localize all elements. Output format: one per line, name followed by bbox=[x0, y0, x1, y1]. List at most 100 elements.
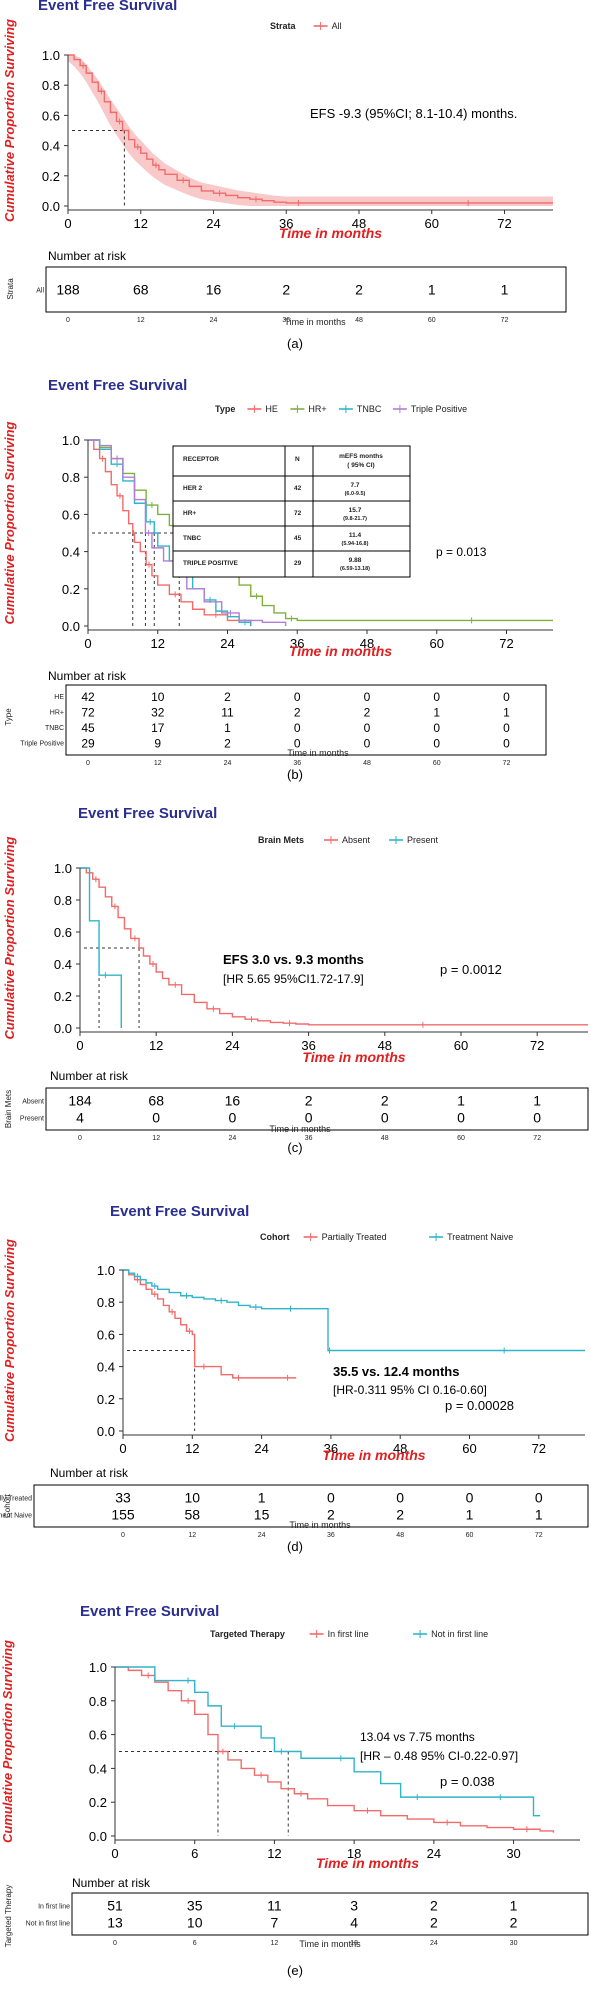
risk-count: 155 bbox=[111, 1506, 135, 1522]
legend-label-0: In first line bbox=[328, 1629, 369, 1639]
annotation-0: 13.04 vs 7.75 months bbox=[360, 1730, 475, 1744]
x-axis-title: Time in months bbox=[279, 225, 382, 241]
risk-x-tick-label: 0 bbox=[86, 760, 90, 767]
risk-table-heading: Number at risk bbox=[50, 1069, 129, 1083]
series-line-1 bbox=[123, 1269, 585, 1352]
series-line-1 bbox=[80, 867, 122, 1028]
risk-count: 16 bbox=[225, 1092, 241, 1108]
legend-title: Targeted Therapy bbox=[210, 1629, 285, 1639]
inset-cell-ci: (9.8-21.7) bbox=[343, 516, 367, 522]
risk-count: 2 bbox=[294, 705, 301, 719]
risk-x-tick-label: 24 bbox=[258, 1532, 266, 1539]
risk-x-axis-title: Time in months bbox=[289, 1520, 351, 1530]
panel-a: Event Free Survival Strata All Cumulative P… bbox=[2, 0, 567, 351]
risk-count: 15 bbox=[254, 1506, 270, 1522]
risk-table: Number at riskCohortPartially Treated331… bbox=[0, 1466, 589, 1539]
y-tick-label: 0.2 bbox=[54, 989, 72, 1004]
annotation-0: EFS 3.0 vs. 9.3 months bbox=[223, 952, 364, 967]
risk-x-tick-label: 24 bbox=[224, 760, 232, 767]
risk-x-tick-label: 36 bbox=[282, 317, 290, 324]
x-tick-label: 24 bbox=[206, 216, 220, 231]
x-tick-label: 48 bbox=[352, 216, 366, 231]
y-tick-label: 0.0 bbox=[42, 199, 60, 214]
x-tick-label: 72 bbox=[530, 1038, 544, 1053]
risk-count: 0 bbox=[396, 1489, 404, 1505]
risk-count: 0 bbox=[503, 736, 510, 750]
y-axis-title: Cumulative Proportion Surviving bbox=[2, 19, 17, 222]
inset-header-mefs: mEFS months bbox=[339, 453, 383, 460]
risk-x-axis-title: Time in months bbox=[284, 317, 346, 327]
risk-count: 29 bbox=[81, 736, 95, 750]
risk-count: 0 bbox=[364, 721, 371, 735]
x-tick-label: 48 bbox=[360, 636, 374, 651]
risk-x-tick-label: 36 bbox=[327, 1532, 335, 1539]
risk-count: 0 bbox=[364, 690, 371, 704]
y-tick-label: 0.0 bbox=[62, 619, 80, 634]
risk-count: 1 bbox=[535, 1506, 543, 1522]
risk-count: 2 bbox=[282, 281, 290, 297]
inset-cell-ci: (6.0-9.5) bbox=[345, 491, 366, 497]
y-axis-title: Cumulative Proportion Surviving bbox=[0, 1640, 15, 1843]
risk-count: 2 bbox=[305, 1092, 313, 1108]
x-tick-label: 24 bbox=[254, 1441, 268, 1456]
x-axis-title: Time in months bbox=[289, 643, 392, 659]
legend-label-0: HE bbox=[265, 404, 278, 414]
risk-x-tick-label: 6 bbox=[193, 1940, 197, 1947]
y-tick-label: 1.0 bbox=[89, 1660, 107, 1675]
risk-row-label: Present bbox=[20, 1115, 44, 1122]
y-tick-label: 0.8 bbox=[97, 1295, 115, 1310]
risk-table-frame bbox=[71, 1892, 589, 1936]
y-tick-label: 0.6 bbox=[54, 925, 72, 940]
y-axis-title: Cumulative Proportion Surviving bbox=[2, 421, 17, 624]
y-tick-label: 0.8 bbox=[54, 893, 72, 908]
x-tick-label: 36 bbox=[279, 216, 293, 231]
risk-x-tick-label: 48 bbox=[381, 1135, 389, 1142]
risk-x-tick-label: 18 bbox=[350, 1940, 358, 1947]
risk-count: 1 bbox=[533, 1092, 541, 1108]
risk-table: Number at risk Targeted Therapy In first l… bbox=[4, 1876, 589, 1949]
risk-count: 188 bbox=[56, 281, 80, 297]
risk-x-tick-label: 72 bbox=[503, 760, 511, 767]
risk-count: 1 bbox=[433, 705, 440, 719]
risk-row-label: Partially Treated bbox=[0, 1495, 32, 1502]
risk-row-label: Absent bbox=[22, 1098, 44, 1105]
inset-cell-median: 7.7 bbox=[350, 482, 359, 489]
y-tick-label: 1.0 bbox=[62, 433, 80, 448]
risk-table-frame bbox=[33, 1484, 589, 1528]
x-tick-label: 0 bbox=[111, 1846, 118, 1861]
legend-label-2: TNBC bbox=[357, 404, 382, 414]
risk-table: Number at risk Strata All 188 68 16 2 2 1 1 0 12 24 3… bbox=[6, 249, 567, 327]
risk-count: 0 bbox=[327, 1489, 335, 1505]
risk-x-tick-label: 12 bbox=[188, 1532, 196, 1539]
panel-caption: (e) bbox=[287, 1963, 303, 1978]
risk-count: 0 bbox=[294, 690, 301, 704]
risk-count: 1 bbox=[224, 721, 231, 735]
risk-table-axis-label: Type bbox=[4, 708, 13, 726]
x-tick-label: 72 bbox=[497, 216, 511, 231]
risk-count: 33 bbox=[115, 1489, 131, 1505]
risk-table-frame bbox=[45, 1087, 589, 1131]
risk-x-tick-label: 48 bbox=[363, 760, 371, 767]
x-tick-label: 6 bbox=[191, 1846, 198, 1861]
legend-label-0: All bbox=[332, 21, 342, 31]
x-tick-label: 60 bbox=[454, 1038, 468, 1053]
panel-caption: (d) bbox=[287, 1539, 303, 1554]
inset-table-frame bbox=[172, 445, 411, 578]
risk-x-tick-label: 12 bbox=[152, 1135, 160, 1142]
x-tick-label: 0 bbox=[119, 1441, 126, 1456]
inset-header-ci: ( 95% CI) bbox=[347, 462, 374, 469]
x-tick-label: 48 bbox=[378, 1038, 392, 1053]
risk-row-label: All bbox=[36, 287, 44, 294]
risk-x-tick-label: 72 bbox=[535, 1532, 543, 1539]
series-line-0 bbox=[88, 439, 252, 626]
y-tick-label: 0.6 bbox=[97, 1327, 115, 1342]
legend-label-0: Partially Treated bbox=[322, 1232, 387, 1242]
risk-count: 10 bbox=[187, 1914, 203, 1930]
legend: Type HE HR+ TNBC Triple Positive bbox=[215, 404, 467, 414]
x-tick-label: 12 bbox=[149, 1038, 163, 1053]
risk-count: 2 bbox=[364, 705, 371, 719]
risk-x-tick-label: 60 bbox=[428, 317, 436, 324]
